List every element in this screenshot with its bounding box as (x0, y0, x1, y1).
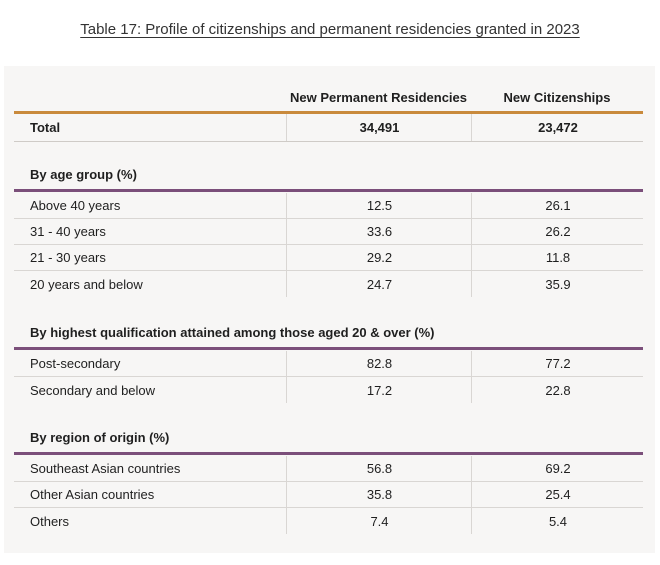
table-row: 31 - 40 years 33.6 26.2 (14, 219, 643, 245)
cell-pr: 24.7 (286, 271, 472, 297)
cell-cit: 22.8 (471, 377, 644, 403)
header-rule (14, 111, 643, 114)
row-label: Post-secondary (30, 356, 121, 371)
cell-cit: 26.1 (471, 193, 644, 218)
section-title-age: By age group (%) (30, 167, 137, 182)
row-label: 21 - 30 years (30, 250, 106, 265)
section-rule-qualification (14, 347, 643, 350)
table-row: Above 40 years 12.5 26.1 (14, 193, 643, 219)
cell-pr: 7.4 (286, 508, 472, 534)
table-row: Other Asian countries 35.8 25.4 (14, 482, 643, 508)
column-header-citizenships: New Citizenships (503, 90, 611, 105)
table-row: 20 years and below 24.7 35.9 (14, 271, 643, 297)
cell-pr: 12.5 (286, 193, 472, 218)
section-rule-age (14, 189, 643, 192)
cell-pr: 29.2 (286, 245, 472, 270)
table-row: 21 - 30 years 29.2 11.8 (14, 245, 643, 271)
table-row-total: Total 34,491 23,472 (14, 114, 643, 142)
cell-pr: 33.6 (286, 219, 472, 244)
row-label: Total (30, 120, 61, 135)
cell-cit: 23,472 (471, 114, 644, 141)
cell-cit: 35.9 (471, 271, 644, 297)
row-label: 31 - 40 years (30, 224, 106, 239)
cell-cit: 77.2 (471, 351, 644, 376)
row-label: 20 years and below (30, 276, 143, 292)
table-row: Post-secondary 82.8 77.2 (14, 351, 643, 377)
section-title-qualification: By highest qualification attained among … (30, 325, 435, 340)
table-caption: Table 17: Profile of citizenships and pe… (80, 21, 580, 38)
cell-cit: 26.2 (471, 219, 644, 244)
section-rule-region (14, 452, 643, 455)
table-row: Others 7.4 5.4 (14, 508, 643, 534)
column-header-permanent-residencies: New Permanent Residencies (289, 90, 468, 105)
row-label: Others (30, 513, 70, 529)
row-label: Southeast Asian countries (30, 461, 181, 476)
cell-pr: 17.2 (286, 377, 472, 403)
cell-pr: 56.8 (286, 456, 472, 481)
cell-cit: 25.4 (471, 482, 644, 507)
cell-pr: 35.8 (286, 482, 472, 507)
cell-cit: 69.2 (471, 456, 644, 481)
cell-cit: 5.4 (471, 508, 644, 534)
cell-pr: 82.8 (286, 351, 472, 376)
row-label: Above 40 years (30, 198, 121, 213)
section-title-region: By region of origin (%) (30, 430, 170, 445)
table-row: Southeast Asian countries 56.8 69.2 (14, 456, 643, 482)
cell-cit: 11.8 (471, 245, 644, 270)
row-label: Secondary and below (30, 382, 156, 398)
cell-pr: 34,491 (286, 114, 472, 141)
table-panel (4, 66, 655, 553)
table-row: Secondary and below 17.2 22.8 (14, 377, 643, 403)
row-label: Other Asian countries (30, 487, 155, 502)
